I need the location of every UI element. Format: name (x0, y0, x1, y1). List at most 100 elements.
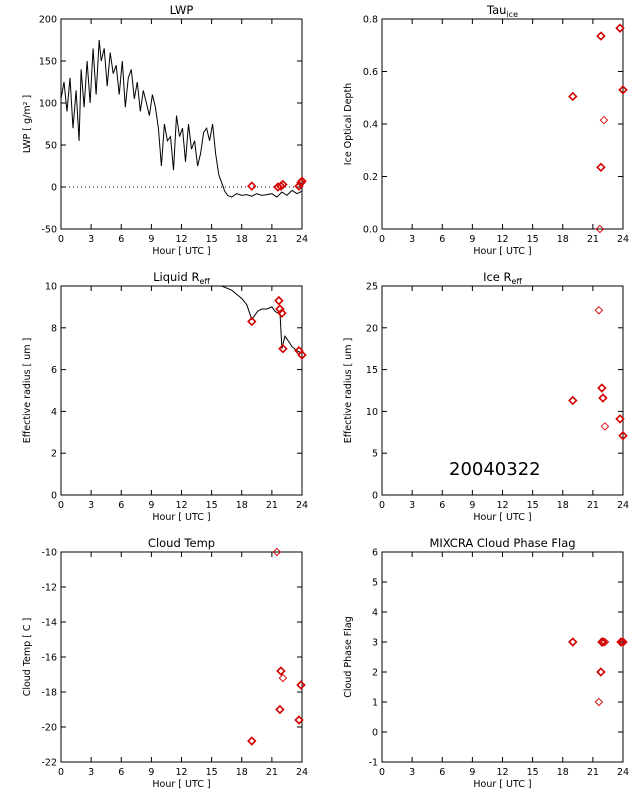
y-tick-label: 10 (366, 407, 378, 418)
x-tick-label: 6 (439, 767, 445, 778)
x-tick-label: 0 (379, 500, 385, 511)
y-tick-label: 0 (51, 183, 57, 194)
y-tick-label: 150 (39, 57, 57, 68)
x-tick-label: 21 (587, 500, 599, 511)
y-tick-label: 50 (45, 141, 57, 152)
data-point (274, 295, 284, 306)
data-line (216, 285, 303, 354)
x-tick-label: 21 (587, 767, 599, 778)
plot-frame (60, 551, 303, 763)
x-tick-label: 18 (557, 500, 569, 511)
x-tick-label: 12 (496, 234, 508, 245)
y-tick-label: -50 (41, 225, 57, 236)
data-point (297, 350, 307, 360)
x-tick-label: 21 (587, 234, 599, 245)
x-axis-label: Hour [ UTC ] (473, 246, 531, 257)
x-tick-label: 24 (296, 767, 308, 778)
x-tick-label: 18 (557, 234, 569, 245)
x-tick-label: 21 (266, 767, 278, 778)
x-axis-label: Hour [ UTC ] (152, 779, 210, 790)
y-tick-label: 8 (51, 323, 57, 334)
y-tick-label: 20 (366, 323, 378, 334)
data-point (596, 31, 606, 41)
y-tick-label: 4 (372, 608, 378, 619)
y-tick-label: 5 (372, 449, 378, 460)
y-tick-label: 2 (51, 449, 57, 460)
chart-title-main: Cloud Temp (148, 536, 215, 550)
data-point (616, 637, 626, 647)
chart-title: Tauice (486, 3, 518, 19)
x-tick-label: 24 (296, 500, 308, 511)
x-tick-label: 12 (175, 767, 187, 778)
y-tick-label: 5 (372, 578, 378, 589)
x-axis-label: Hour [ UTC ] (152, 512, 210, 523)
data-point (597, 383, 607, 393)
x-tick-label: 18 (236, 234, 248, 245)
plot-frame (60, 285, 303, 496)
y-tick-label: 0.2 (363, 172, 378, 183)
data-point (615, 414, 625, 424)
y-axis-label: LWP [ g/m² ] (22, 95, 33, 153)
y-axis-label: Effective radius [ um ] (343, 338, 354, 444)
data-point (296, 680, 306, 690)
x-tick-label: 9 (469, 234, 475, 245)
y-tick-label: 15 (366, 365, 378, 376)
data-point (615, 23, 625, 33)
data-point (276, 666, 286, 676)
x-tick-label: 18 (236, 500, 248, 511)
y-tick-label: 4 (51, 407, 57, 418)
y-tick-label: -12 (41, 583, 57, 594)
x-tick-label: 12 (175, 500, 187, 511)
y-tick-label: 0 (51, 491, 57, 502)
chart-title-subscript: eff (512, 277, 523, 286)
chart-title-subscript: ice (506, 10, 518, 19)
x-tick-label: 0 (58, 234, 64, 245)
x-tick-label: 12 (496, 500, 508, 511)
x-axis-label: Hour [ UTC ] (473, 512, 531, 523)
x-tick-label: 3 (88, 767, 94, 778)
chart-title: MIXCRA Cloud Phase Flag (429, 536, 575, 550)
chart-title-main: LWP (170, 3, 194, 17)
x-tick-label: 0 (58, 767, 64, 778)
x-tick-label: 15 (206, 767, 218, 778)
y-axis-label: Cloud Phase Flag (343, 616, 354, 698)
x-tick-label: 18 (236, 767, 248, 778)
data-point (596, 667, 606, 677)
chart-title: Cloud Temp (148, 536, 215, 550)
y-tick-label: 2 (372, 668, 378, 679)
data-point (596, 162, 606, 173)
x-tick-label: 21 (266, 234, 278, 245)
data-point (595, 224, 605, 234)
x-tick-label: 3 (88, 500, 94, 511)
chart-title-subscript: eff (199, 277, 210, 286)
panel-ice_reff: 0 3 6 9 12 15 18 21 24 0 5 10 15 20 25 Ice Reff Hour [ U… (343, 270, 629, 523)
x-axis-label: Hour [ UTC ] (473, 779, 531, 790)
y-tick-label: 6 (51, 365, 57, 376)
data-point (568, 637, 578, 647)
data-point (568, 395, 578, 406)
data-point (600, 422, 610, 431)
data-point (247, 181, 257, 191)
y-tick-label: 0.0 (363, 225, 378, 236)
x-tick-label: 15 (206, 500, 218, 511)
x-tick-label: 15 (527, 234, 539, 245)
x-tick-label: 9 (469, 500, 475, 511)
x-tick-label: 0 (379, 767, 385, 778)
date-label: 20040322 (449, 459, 541, 480)
data-point (598, 393, 608, 403)
x-tick-label: 24 (617, 767, 629, 778)
y-tick-label: 0.4 (363, 120, 378, 131)
y-tick-label: 10 (45, 282, 57, 293)
y-tick-label: -14 (41, 618, 57, 629)
x-tick-label: 15 (206, 234, 218, 245)
data-point (278, 673, 288, 683)
x-tick-label: 6 (118, 767, 124, 778)
x-tick-label: 3 (409, 500, 415, 511)
x-tick-label: 9 (148, 767, 154, 778)
x-tick-label: 6 (118, 500, 124, 511)
x-tick-label: 0 (58, 500, 64, 511)
y-tick-label: -22 (41, 758, 57, 769)
y-tick-label: 6 (372, 548, 378, 559)
